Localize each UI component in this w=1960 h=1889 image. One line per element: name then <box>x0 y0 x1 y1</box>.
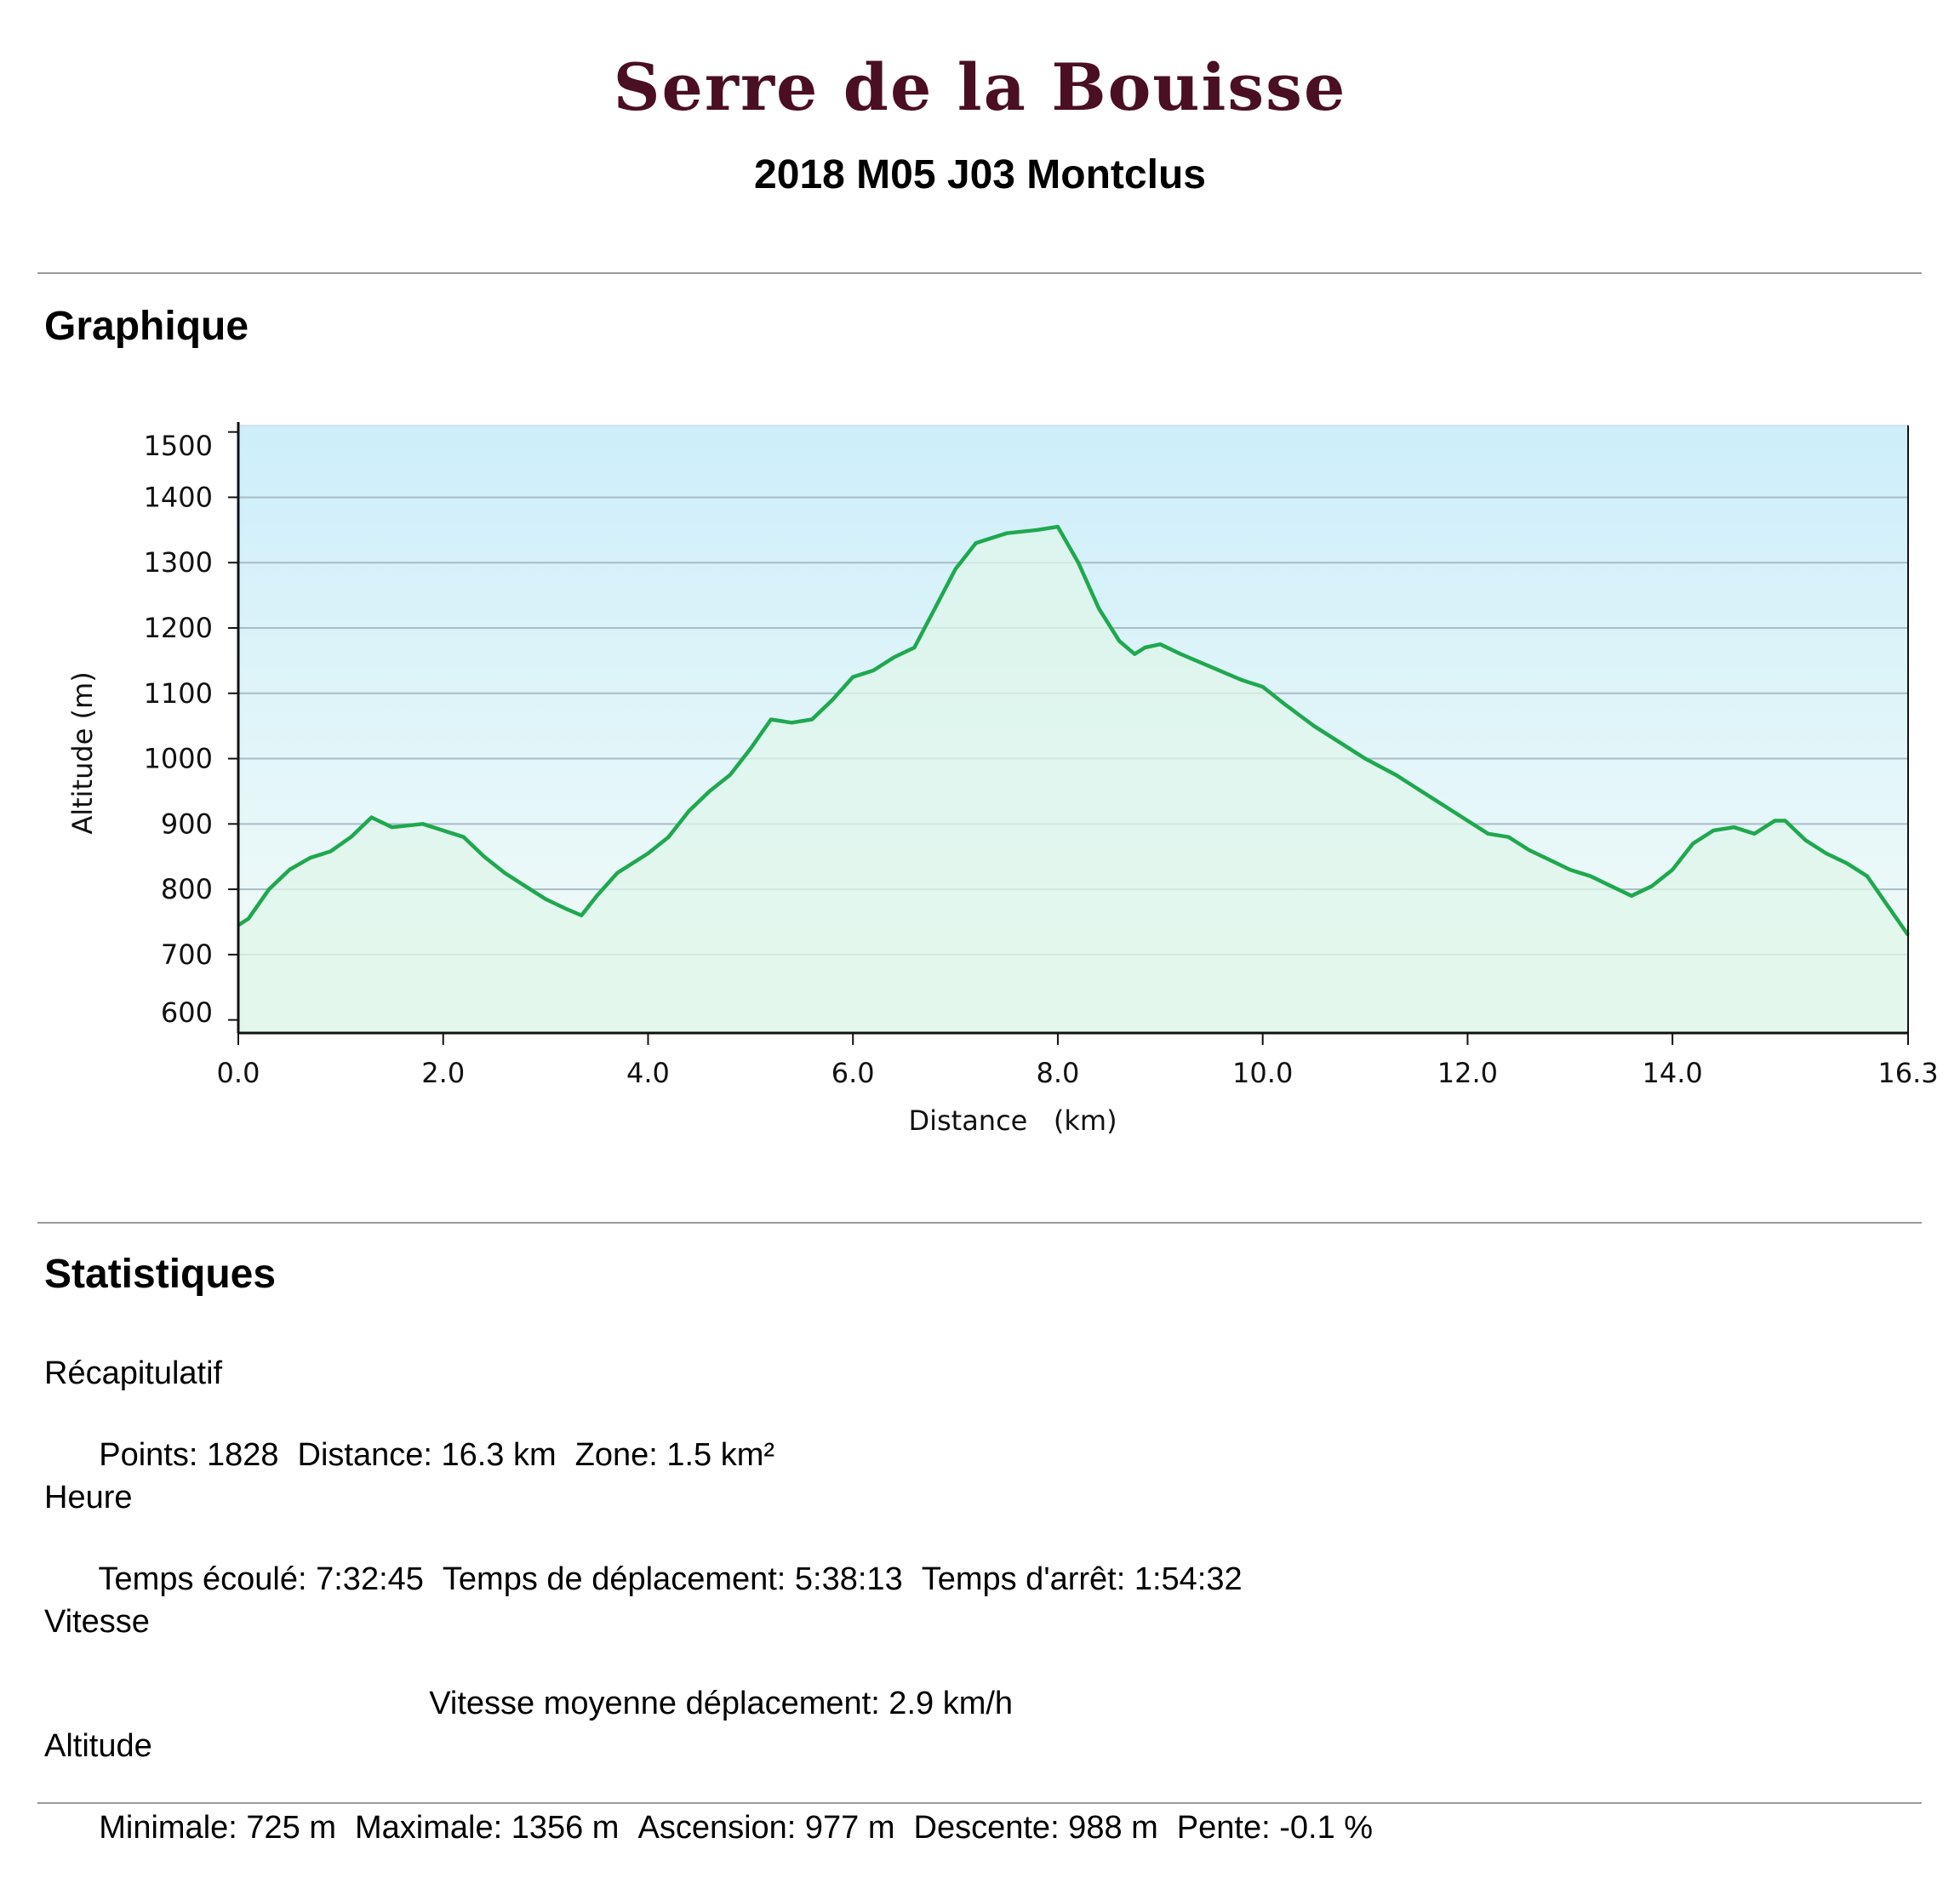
graph-heading: Graphique <box>44 304 249 349</box>
x-tick-label: 10.0 <box>1232 1057 1293 1089</box>
y-tick-label: 800 <box>161 873 213 905</box>
y-tick-label: 1400 <box>144 481 213 513</box>
x-tick-label: 0.0 <box>217 1057 260 1089</box>
stat-zone: Zone: 1.5 km² <box>574 1437 775 1473</box>
x-tick-label: 2.0 <box>421 1057 465 1089</box>
stat-alt-min: Minimale: 725 m <box>99 1810 336 1846</box>
stat-points: Points: 1828 <box>99 1437 279 1473</box>
x-tick-label: 14.0 <box>1643 1057 1703 1089</box>
y-tick-label: 600 <box>161 996 213 1029</box>
stats-heading: Statistiques <box>44 1252 277 1297</box>
stat-stopped-time: Temps d'arrêt: 1:54:32 <box>921 1561 1243 1597</box>
page-subtitle: 2018 M05 J03 Montclus <box>754 152 1206 197</box>
stats-recap-title: Récapitulatif <box>44 1355 223 1391</box>
y-axis-label: Altitude (m) <box>66 671 99 834</box>
y-tick-label: 1500 <box>144 430 213 462</box>
y-tick-label: 700 <box>161 939 213 971</box>
divider <box>37 1222 1922 1224</box>
x-tick-label: 4.0 <box>626 1057 670 1089</box>
stats-heure-title: Heure <box>44 1480 133 1515</box>
y-tick-label: 1100 <box>144 677 213 710</box>
y-tick-label: 1000 <box>144 743 213 775</box>
divider <box>37 1802 1922 1804</box>
stats-vitesse-title: Vitesse <box>44 1604 150 1640</box>
stats-heure: Heure Temps écoulé: 7:32:45 Temps de dépl… <box>44 1477 1261 1641</box>
y-tick-label: 1200 <box>144 612 213 644</box>
stat-moving-time: Temps de déplacement: 5:38:13 <box>442 1561 903 1597</box>
x-tick-label: 16.3 <box>1877 1057 1938 1089</box>
x-tick-label: 8.0 <box>1036 1057 1079 1089</box>
stat-elapsed: Temps écoulé: 7:32:45 <box>98 1561 424 1597</box>
stats-altitude: Altitude Minimale: 725 m Maximale: 1356 m… <box>44 1726 1391 1889</box>
stats-vitesse: Vitesse Vitesse moyenne déplacement: 2.9… <box>44 1601 1031 1765</box>
x-axis-label: Distance (km) <box>908 1104 1117 1137</box>
x-tick-label: 6.0 <box>831 1057 875 1089</box>
x-tick-label: 12.0 <box>1437 1057 1498 1089</box>
stat-alt-max: Maximale: 1356 m <box>355 1810 620 1846</box>
y-tick-label: 900 <box>161 808 213 840</box>
stats-altitude-title: Altitude <box>44 1728 152 1764</box>
elevation-line <box>237 524 1910 937</box>
stat-ascent: Ascension: 977 m <box>637 1810 895 1846</box>
y-tick-label: 1300 <box>144 546 213 579</box>
stat-slope: Pente: -0.1 % <box>1176 1810 1374 1846</box>
page-title: Serre de la Bouisse <box>613 49 1347 125</box>
stat-distance: Distance: 16.3 km <box>297 1437 557 1473</box>
stat-descent: Descente: 988 m <box>913 1810 1158 1846</box>
elevation-chart: 600 700 800 900 1000 1100 1200 1300 1400 1500 0.0 2… <box>66 422 1939 1137</box>
elevation-area <box>238 527 1908 1033</box>
stat-moving-avg-speed: Vitesse moyenne déplacement: 2.9 km/h <box>429 1686 1014 1721</box>
stats-recap: Récapitulatif Points: 1828 Distance: 16.3… <box>44 1353 793 1516</box>
divider <box>37 272 1922 274</box>
